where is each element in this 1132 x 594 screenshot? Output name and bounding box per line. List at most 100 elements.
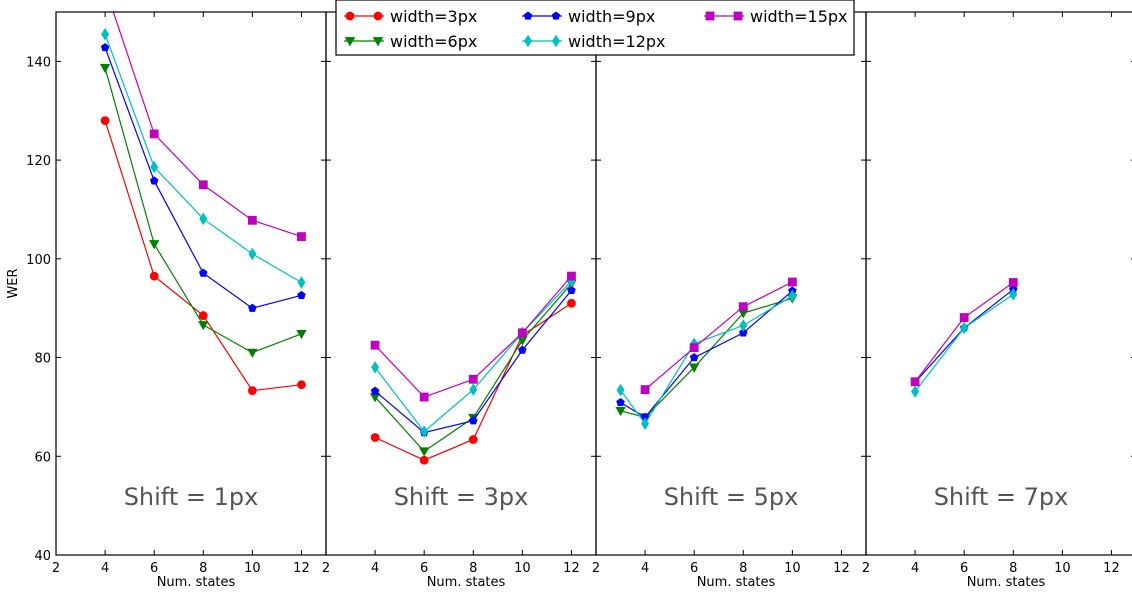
data-point <box>198 180 208 190</box>
data-point <box>150 160 159 174</box>
data-point <box>297 380 306 390</box>
legend: width=3px width=6px width=9px width=12px wid… <box>335 0 855 56</box>
panel-title: Shift = 5px <box>664 483 799 511</box>
data-point <box>418 447 430 457</box>
x-tick-label: 2 <box>592 561 600 576</box>
data-point <box>419 392 429 402</box>
y-tick-label: 120 <box>26 154 51 169</box>
data-point <box>567 271 576 281</box>
data-point <box>99 63 111 74</box>
panel-data-1 <box>99 12 307 396</box>
x-axis-label: Num. states <box>427 575 506 590</box>
series-width-15px <box>910 278 1018 387</box>
data-point <box>248 247 257 261</box>
x-tick-label: 2 <box>322 561 330 576</box>
data-point <box>370 433 380 442</box>
legend-marker <box>552 34 560 48</box>
data-point <box>739 328 748 337</box>
x-tick-label: 8 <box>469 561 477 576</box>
data-point <box>420 425 429 438</box>
data-point <box>100 43 110 52</box>
x-tick-label: 10 <box>784 561 801 576</box>
panel-title: Shift = 3px <box>394 483 529 511</box>
data-point <box>910 377 920 387</box>
panel-frame <box>55 11 327 556</box>
x-tick-label: 6 <box>960 561 968 576</box>
data-point <box>198 321 209 331</box>
legend-item: width=12px <box>522 32 666 51</box>
data-point <box>616 397 625 407</box>
data-point <box>567 298 576 308</box>
series-line <box>104 120 302 392</box>
panel-frame <box>865 11 1132 556</box>
series-width-6px <box>615 294 798 423</box>
data-point <box>616 383 625 397</box>
series-width-15px <box>370 271 576 402</box>
x-tick-label: 4 <box>911 561 919 576</box>
x-tick-label: 12 <box>1103 561 1120 576</box>
series-width-12px <box>911 288 1018 398</box>
x-axis-label: Num. states <box>157 575 236 590</box>
legend-marker <box>372 37 384 47</box>
legend-marker <box>523 11 533 20</box>
series-line <box>620 297 793 418</box>
series-line <box>112 12 302 238</box>
legend-label: width=12px <box>568 32 666 51</box>
data-point <box>1009 288 1018 301</box>
panel-axes-2: 2 4 6 8 10 12 Num. states Shift = 3px <box>322 12 596 590</box>
data-point <box>248 303 257 312</box>
data-point <box>247 386 257 396</box>
data-point <box>296 329 307 340</box>
legend-marker <box>705 11 715 21</box>
series-width-12px <box>101 27 306 289</box>
series-width-3px <box>100 116 306 396</box>
legend-marker <box>373 11 383 21</box>
data-point <box>100 116 110 125</box>
panel-data-4 <box>910 278 1018 398</box>
x-tick-label: 12 <box>293 561 310 576</box>
legend-item: width=6px <box>344 32 477 51</box>
legend-item: width=3px <box>344 7 477 26</box>
data-point <box>960 321 969 335</box>
series-line <box>104 34 302 284</box>
x-tick-label: 2 <box>862 561 870 576</box>
panel-data-3 <box>615 277 798 430</box>
x-tick-label: 12 <box>563 561 580 576</box>
legend-marker <box>524 34 532 48</box>
panel-title: Shift = 7px <box>934 483 1069 511</box>
series-width-6px <box>99 63 307 358</box>
data-point <box>149 176 159 185</box>
series-width-15px <box>112 12 306 242</box>
data-point <box>149 129 159 139</box>
x-tick-label: 8 <box>1009 561 1017 576</box>
data-point <box>297 290 306 299</box>
legend-marker <box>344 37 356 47</box>
legend-label: width=3px <box>390 7 477 26</box>
series-width-9px <box>910 284 1018 386</box>
panel-frame <box>595 11 867 556</box>
data-point <box>959 313 969 322</box>
x-tick-label: 6 <box>420 561 428 576</box>
x-tick-label: 10 <box>1054 561 1071 576</box>
y-tick-label: 60 <box>34 450 51 465</box>
data-point <box>371 361 380 374</box>
x-tick-label: 10 <box>244 561 261 576</box>
data-point <box>567 285 576 295</box>
data-point <box>689 353 699 362</box>
data-point <box>297 232 306 242</box>
data-point <box>297 276 306 289</box>
series-width-9px <box>100 43 306 312</box>
x-tick-label: 6 <box>690 561 698 576</box>
data-point <box>101 27 110 41</box>
data-layer <box>99 12 1018 465</box>
y-axis-label: WER <box>6 268 21 298</box>
series-width-9px <box>370 285 576 437</box>
data-point <box>911 385 920 398</box>
legend-label: width=6px <box>390 32 477 51</box>
data-point <box>419 455 429 465</box>
x-tick-label: 4 <box>641 561 649 576</box>
series-width-12px <box>371 274 576 438</box>
series-line <box>644 281 793 391</box>
data-point <box>469 416 478 425</box>
data-point <box>688 363 700 373</box>
